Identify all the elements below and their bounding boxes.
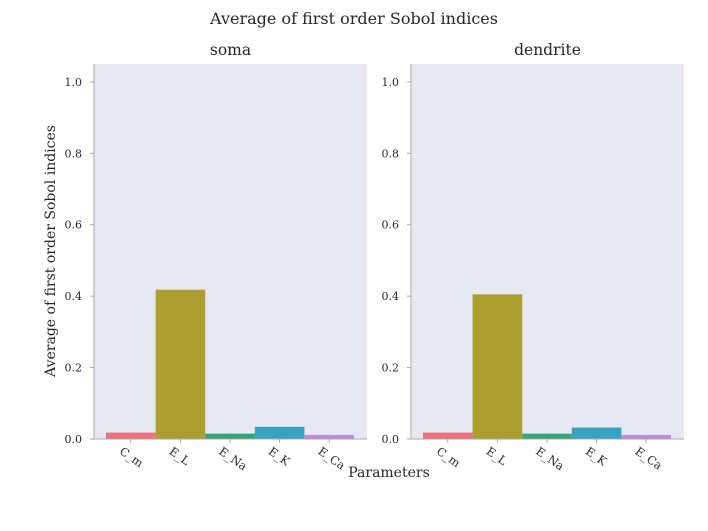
dendrite-bar-c-m [423,432,473,439]
dendrite-bars [423,294,671,439]
soma-y-tick-label: 0.4 [65,290,83,303]
dendrite-y-tick-label: 1.0 [382,76,400,89]
soma-y-tick-label: 0.8 [65,147,83,160]
soma-y-tick-label: 0.6 [65,219,83,232]
soma-bar-c-m [106,432,156,439]
soma-x-tick-label: C_m [117,444,146,470]
dendrite-bar-e-l [472,294,523,439]
dendrite-x-tick-label: E_L [484,444,510,468]
dendrite-y-tick-label: 0.2 [382,362,400,375]
dendrite-y-tick-label: 0.6 [382,219,400,232]
soma-y-tick-label: 0.0 [65,433,83,446]
soma-bar-e-l [155,289,206,439]
soma-y-tick-label: 1.0 [65,76,83,89]
soma-bars [106,289,354,439]
dendrite-panel: dendrite 0.0 0.2 0.4 0.6 0.8 1.0 C_m E_L E_Na E_… [382,41,684,473]
dendrite-x-tick-label: E_K [583,444,610,469]
soma-y-ticks: 0.0 0.2 0.4 0.6 0.8 1.0 [65,76,94,446]
dendrite-bar-e-ca [621,435,671,439]
y-axis-label: Average of first order Sobol indices [43,125,59,378]
soma-x-tick-label: E_Ca [315,444,348,473]
soma-bar-e-k [254,426,305,439]
x-axis-label: Parameters [348,465,430,481]
soma-bar-e-na [205,433,255,439]
soma-y-tick-label: 0.2 [65,362,83,375]
soma-x-tick-label: E_L [167,444,193,468]
dendrite-x-ticks: C_m E_L E_Na E_K E_Ca [434,439,665,473]
chart-title: Average of first order Sobol indices [209,9,498,28]
dendrite-plot-background [411,64,684,439]
dendrite-x-tick-label: E_Ca [632,444,665,473]
dendrite-bar-e-na [522,433,572,439]
dendrite-y-tick-label: 0.4 [382,290,400,303]
dendrite-y-ticks: 0.0 0.2 0.4 0.6 0.8 1.0 [382,76,411,446]
dendrite-bar-e-k [571,427,622,439]
soma-plot-background [94,64,367,439]
soma-x-tick-label: E_K [266,444,293,469]
soma-x-ticks: C_m E_L E_Na E_K E_Ca [117,439,348,473]
soma-panel-title: soma [210,41,251,59]
dendrite-x-tick-label: C_m [434,444,463,470]
dendrite-y-tick-label: 0.8 [382,147,400,160]
dendrite-panel-title: dendrite [514,41,581,59]
dendrite-y-tick-label: 0.0 [382,433,400,446]
soma-bar-e-ca [304,435,354,439]
soma-x-tick-label: E_Na [216,444,250,473]
soma-panel: soma 0.0 0.2 0.4 0.6 0.8 1.0 C_m E_L E_Na E_K E_C… [65,41,367,473]
dendrite-x-tick-label: E_Na [533,444,567,473]
